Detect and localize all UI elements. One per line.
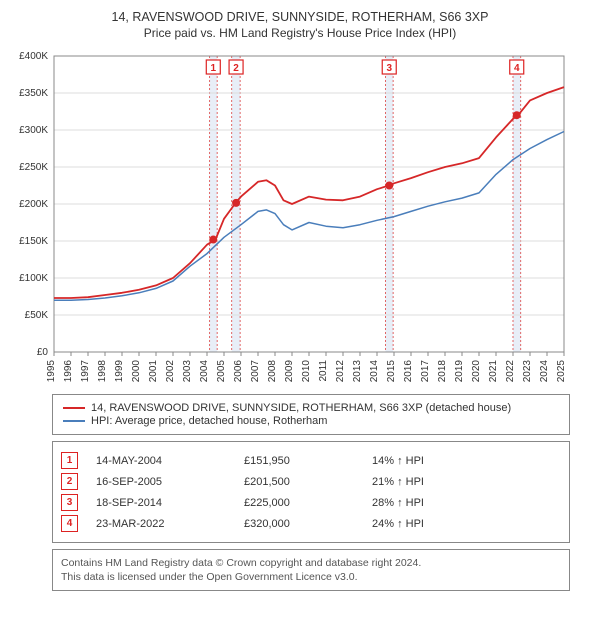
- sale-row: 1 14-MAY-2004 £151,950 14% ↑ HPI: [61, 452, 561, 469]
- svg-text:2005: 2005: [216, 360, 227, 383]
- sale-badge: 2: [61, 473, 78, 490]
- svg-text:1999: 1999: [114, 360, 125, 383]
- svg-text:2008: 2008: [267, 360, 278, 383]
- svg-text:2013: 2013: [352, 360, 363, 383]
- svg-text:2006: 2006: [233, 360, 244, 383]
- sale-price: £151,950: [244, 455, 354, 467]
- chart-svg: £0 £50K £100K £150K £200K £250K £300K £350K £400…: [8, 46, 576, 386]
- svg-text:£50K: £50K: [25, 310, 49, 321]
- svg-text:2014: 2014: [369, 360, 380, 383]
- svg-text:2024: 2024: [539, 360, 550, 383]
- legend-swatch: [63, 420, 85, 422]
- svg-text:£150K: £150K: [19, 236, 48, 247]
- sale-price: £320,000: [244, 518, 354, 530]
- svg-text:£300K: £300K: [19, 125, 48, 136]
- sale-price: £225,000: [244, 497, 354, 509]
- svg-text:£100K: £100K: [19, 273, 48, 284]
- svg-text:2: 2: [233, 63, 239, 74]
- sale-date: 16-SEP-2005: [96, 476, 226, 488]
- svg-text:2002: 2002: [165, 360, 176, 383]
- sale-badge: 3: [61, 494, 78, 511]
- svg-text:2016: 2016: [403, 360, 414, 383]
- svg-text:2007: 2007: [250, 360, 261, 383]
- attribution: Contains HM Land Registry data © Crown c…: [52, 549, 570, 591]
- legend-label: HPI: Average price, detached house, Roth…: [91, 415, 327, 427]
- sales-table: 1 14-MAY-2004 £151,950 14% ↑ HPI 2 16-SEP-200…: [52, 441, 570, 543]
- svg-text:1: 1: [211, 63, 217, 74]
- sale-badge: 1: [61, 452, 78, 469]
- svg-text:2020: 2020: [471, 360, 482, 383]
- sale-date: 14-MAY-2004: [96, 455, 226, 467]
- svg-text:1998: 1998: [97, 360, 108, 383]
- sale-badge: 4: [61, 515, 78, 532]
- svg-text:2001: 2001: [148, 360, 159, 383]
- legend-item: HPI: Average price, detached house, Roth…: [63, 415, 559, 427]
- footer-line: This data is licensed under the Open Gov…: [61, 570, 561, 584]
- footer-line: Contains HM Land Registry data © Crown c…: [61, 556, 561, 570]
- svg-text:£350K: £350K: [19, 88, 48, 99]
- svg-text:2019: 2019: [454, 360, 465, 383]
- sale-pct: 28% ↑ HPI: [372, 497, 492, 509]
- legend: 14, RAVENSWOOD DRIVE, SUNNYSIDE, ROTHERH…: [52, 394, 570, 435]
- legend-swatch: [63, 407, 85, 409]
- legend-label: 14, RAVENSWOOD DRIVE, SUNNYSIDE, ROTHERH…: [91, 402, 511, 414]
- svg-text:2018: 2018: [437, 360, 448, 383]
- sale-row: 2 16-SEP-2005 £201,500 21% ↑ HPI: [61, 473, 561, 490]
- svg-text:3: 3: [386, 63, 392, 74]
- svg-text:2015: 2015: [386, 360, 397, 383]
- svg-text:£250K: £250K: [19, 162, 48, 173]
- svg-text:2025: 2025: [556, 360, 567, 383]
- svg-text:2017: 2017: [420, 360, 431, 383]
- svg-text:2009: 2009: [284, 360, 295, 383]
- svg-text:1995: 1995: [46, 360, 57, 383]
- sale-pct: 14% ↑ HPI: [372, 455, 492, 467]
- svg-text:2010: 2010: [301, 360, 312, 383]
- svg-text:2000: 2000: [131, 360, 142, 383]
- sale-row: 4 23-MAR-2022 £320,000 24% ↑ HPI: [61, 515, 561, 532]
- sale-date: 23-MAR-2022: [96, 518, 226, 530]
- svg-text:2011: 2011: [318, 360, 329, 382]
- svg-text:£0: £0: [37, 347, 49, 358]
- price-chart: £0 £50K £100K £150K £200K £250K £300K £350K £400…: [8, 46, 592, 386]
- svg-text:2012: 2012: [335, 360, 346, 383]
- legend-item: 14, RAVENSWOOD DRIVE, SUNNYSIDE, ROTHERH…: [63, 402, 559, 414]
- svg-text:2004: 2004: [199, 360, 210, 383]
- svg-text:2022: 2022: [505, 360, 516, 383]
- page-title: 14, RAVENSWOOD DRIVE, SUNNYSIDE, ROTHERH…: [8, 10, 592, 24]
- sale-price: £201,500: [244, 476, 354, 488]
- page-subtitle: Price paid vs. HM Land Registry's House …: [8, 26, 592, 40]
- svg-text:4: 4: [514, 63, 520, 74]
- svg-text:2023: 2023: [522, 360, 533, 383]
- svg-text:1996: 1996: [63, 360, 74, 383]
- svg-text:2021: 2021: [488, 360, 499, 383]
- svg-text:£400K: £400K: [19, 51, 48, 62]
- sale-pct: 24% ↑ HPI: [372, 518, 492, 530]
- svg-text:2003: 2003: [182, 360, 193, 383]
- sale-row: 3 18-SEP-2014 £225,000 28% ↑ HPI: [61, 494, 561, 511]
- svg-text:1997: 1997: [80, 360, 91, 383]
- sale-pct: 21% ↑ HPI: [372, 476, 492, 488]
- sale-date: 18-SEP-2014: [96, 497, 226, 509]
- svg-text:£200K: £200K: [19, 199, 48, 210]
